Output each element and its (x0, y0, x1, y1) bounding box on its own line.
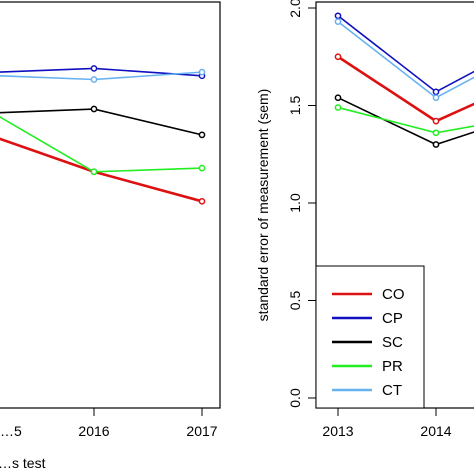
right-series-line-pr (337, 106, 474, 134)
left-point-ct-1 (90, 76, 98, 83)
right-point-ct-1 (432, 94, 440, 102)
left-plot-box (0, 1, 221, 409)
right-point-pr-1 (432, 129, 440, 137)
left-x-axis: …5 2016 2017 (0, 408, 218, 439)
legend-label-pr: PR (382, 358, 403, 375)
right-y-axis-title: standard error of measurement (sem) (255, 89, 271, 322)
right-x-tick-label: 2014 (420, 423, 451, 439)
right-series-line-ct (337, 21, 474, 99)
legend-label-cp: CP (382, 310, 403, 327)
right-point-pr-0 (334, 104, 342, 111)
left-series-line-pr (0, 116, 203, 173)
left-chart-panel: …5 2016 2017 …s test (0, 1, 221, 471)
left-series-line-sc (0, 108, 203, 136)
left-x-tick-label: 2017 (186, 423, 217, 439)
right-point-cp-0 (334, 12, 342, 20)
left-point-sc-1 (90, 105, 98, 113)
right-point-ct-0 (334, 18, 342, 25)
left-x-tick-label: 2016 (78, 423, 109, 439)
right-y-tick-label: 1.5 (287, 96, 303, 116)
left-point-sc-2 (198, 131, 206, 139)
right-x-axis: 2013 2014 (322, 408, 452, 439)
right-series-line-cp (337, 15, 474, 93)
legend-label-co: CO (382, 286, 405, 303)
right-series-group (334, 12, 474, 148)
right-y-tick-label: 2.0 (287, 0, 303, 18)
right-x-tick-label: 2013 (322, 423, 353, 439)
right-point-sc-0 (334, 94, 342, 102)
legend-label-sc: SC (382, 334, 403, 351)
left-point-ct-2 (198, 68, 206, 76)
left-x-tick-label: …5 (0, 423, 22, 439)
legend-box (315, 265, 425, 409)
right-point-sc-1 (432, 141, 440, 148)
legend-label-ct: CT (382, 382, 402, 399)
left-x-axis-title: …s test (0, 455, 46, 471)
right-y-axis: 0.0 0.5 1.0 1.5 2.0 (287, 0, 316, 408)
right-chart-panel: 0.0 0.5 1.0 1.5 2.0 standard error of measur… (255, 0, 474, 439)
right-series-line-sc (337, 96, 474, 146)
legend: CO CP SC PR CT (315, 265, 425, 409)
right-point-cp-1 (432, 88, 440, 96)
left-point-pr-1 (90, 168, 98, 176)
right-y-tick-label: 0.0 (287, 388, 303, 408)
right-y-tick-label: 0.5 (287, 291, 303, 311)
right-point-co-1 (432, 117, 440, 125)
right-point-co-0 (334, 53, 342, 61)
left-point-pr-2 (198, 164, 206, 172)
left-series-line-co (0, 137, 203, 203)
left-point-cp-1 (90, 65, 98, 72)
left-series-group (0, 65, 206, 205)
left-point-co-2 (198, 197, 206, 205)
right-y-tick-label: 1.0 (287, 193, 303, 213)
